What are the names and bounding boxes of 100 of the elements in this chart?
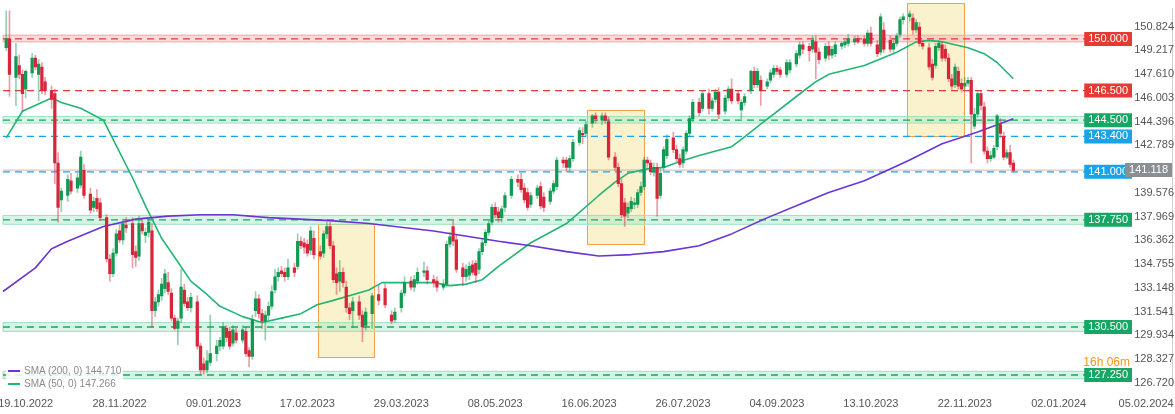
x-tick-label: 16.06.2023: [561, 397, 617, 410]
candlestick: [969, 76, 973, 164]
candlestick: [215, 339, 219, 362]
candlestick: [393, 307, 397, 323]
candlestick: [875, 40, 879, 57]
y-tick-label: 142.789: [1134, 138, 1174, 151]
candlestick: [228, 326, 232, 350]
candlestick: [176, 317, 180, 346]
candlestick: [830, 45, 834, 59]
candlestick: [121, 218, 125, 245]
y-tick-label: 131.541: [1134, 304, 1174, 317]
x-tick-label: 09.01.2023: [185, 397, 242, 410]
candlestick: [911, 13, 915, 35]
candlestick: [500, 205, 504, 223]
candlestick: [409, 276, 413, 291]
candlestick: [940, 41, 944, 62]
candlestick: [147, 217, 151, 238]
y-tick-label: 133.148: [1134, 280, 1174, 293]
candlestick: [325, 221, 329, 239]
candlestick: [555, 156, 559, 190]
x-tick-label: 04.09.2023: [749, 397, 805, 410]
candlestick: [655, 162, 659, 217]
candlestick: [412, 274, 416, 292]
candlestick: [707, 88, 711, 115]
y-tick-label: 137.969: [1134, 209, 1174, 222]
candlestick: [53, 88, 57, 184]
candlestick: [370, 292, 374, 329]
legend-label: SMA (200, 0) 144.710: [24, 364, 122, 377]
candlestick: [179, 269, 183, 323]
ref-line-label: 144.500: [1088, 113, 1128, 126]
candlestick: [895, 32, 899, 47]
candlestick: [992, 144, 996, 159]
candlestick: [898, 16, 902, 38]
candlestick: [814, 35, 818, 80]
candlestick: [231, 325, 235, 347]
candlestick: [908, 10, 912, 22]
candlestick: [626, 202, 630, 218]
y-tick-label: 146.003: [1134, 90, 1174, 103]
candlestick: [966, 76, 970, 87]
candlestick: [14, 42, 18, 106]
candlestick: [535, 184, 539, 199]
candlestick: [723, 94, 727, 115]
candlestick: [124, 217, 128, 233]
candlestick: [344, 280, 348, 313]
candlestick: [464, 264, 468, 282]
candlestick: [772, 65, 776, 78]
candlestick: [111, 248, 115, 278]
candlestick: [888, 35, 892, 53]
candlestick: [1008, 144, 1012, 168]
x-tick-label: 29.03.2023: [373, 397, 429, 410]
candlestick: [697, 97, 701, 117]
candlestick: [759, 75, 763, 106]
candlestick: [166, 271, 170, 295]
candlestick: [840, 41, 844, 50]
candlestick: [775, 65, 779, 75]
y-tick-label: 129.934: [1134, 328, 1174, 341]
x-tick-label: 05.02.2024: [1118, 397, 1174, 410]
candlestick: [953, 63, 957, 88]
candlestick: [869, 26, 873, 47]
candlestick: [642, 156, 646, 190]
ref-line-label: 150.000: [1088, 31, 1128, 44]
candlestick: [584, 121, 588, 137]
candlestick: [56, 152, 60, 223]
candlestick: [30, 53, 34, 78]
candlestick: [516, 174, 520, 187]
candlestick: [66, 174, 70, 202]
candlestick: [843, 40, 847, 49]
x-tick-label: 17.02.2023: [279, 397, 335, 410]
candlestick: [341, 267, 345, 288]
candlestick: [833, 41, 837, 57]
candlestick: [338, 260, 342, 292]
x-tick-label: 28.11.2022: [92, 397, 147, 410]
y-tick-label: 139.576: [1134, 185, 1174, 198]
candlestick: [208, 314, 212, 366]
candlestick: [493, 202, 497, 218]
y-tick-label: 147.610: [1134, 67, 1174, 80]
candlestick: [40, 62, 44, 94]
ref-line-label: 146.500: [1088, 83, 1128, 96]
candlestick: [710, 97, 714, 112]
ref-line-label: 127.250: [1088, 368, 1128, 381]
candlestick: [205, 350, 209, 374]
candlestick: [234, 328, 238, 344]
candlestick: [108, 254, 112, 282]
candlestick: [364, 307, 368, 331]
x-tick-label: 26.07.2023: [655, 397, 711, 410]
ref-line-label: 137.750: [1088, 212, 1128, 225]
y-tick-label: 128.327: [1134, 352, 1174, 365]
candlestick: [982, 102, 986, 155]
candlestick: [399, 289, 403, 313]
candlestick: [548, 187, 552, 205]
x-tick-label: 13.10.2023: [843, 397, 899, 410]
candlestick: [600, 112, 604, 125]
candlestick: [882, 22, 886, 53]
candlestick: [752, 66, 756, 88]
annotation: 16h 06m: [1083, 355, 1130, 370]
candlestick: [749, 69, 753, 94]
candlestick: [221, 322, 225, 350]
legend-label: SMA (50, 0) 147.266: [24, 377, 116, 390]
candlestick: [69, 172, 73, 195]
candlestick: [244, 326, 248, 357]
